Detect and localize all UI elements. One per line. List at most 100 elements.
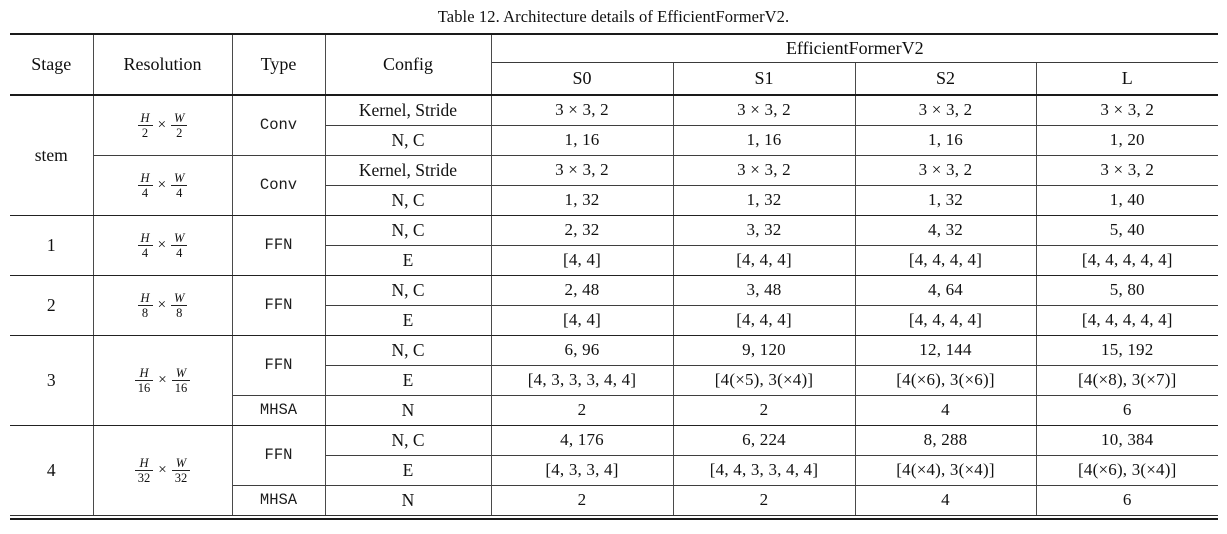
value-cell: [4(×8), 3(×7)]	[1035, 365, 1219, 396]
table-row: E [4, 4] [4, 4, 4] [4, 4, 4, 4] [4, 4, 4…	[10, 245, 1219, 276]
times-symbol: ×	[158, 371, 167, 388]
value-cell: [4(×6), 3(×4)]	[1035, 455, 1219, 486]
config-label: E	[324, 455, 492, 486]
table-row: MHSA N 2 2 4 6	[10, 395, 1219, 426]
times-symbol: ×	[157, 176, 167, 193]
value-cell: [4(×4), 3(×4)]	[854, 455, 1037, 486]
value-cell: 3 × 3, 2	[672, 155, 856, 186]
type-cell-mhsa: MHSA	[231, 485, 326, 516]
value-cell: 3 × 3, 2	[490, 95, 674, 126]
value-cell: 3 × 3, 2	[854, 95, 1037, 126]
type-cell-ffn: FFN	[231, 275, 326, 336]
value-cell: 1, 16	[672, 125, 856, 156]
variant-header-s2: S2	[854, 62, 1037, 96]
table-row: 3 H 16 × W 16 FFN N, C 6, 96 9, 120 12, 144 …	[10, 335, 1219, 426]
times-symbol: ×	[158, 461, 167, 478]
config-label: Kernel, Stride	[324, 95, 492, 126]
variant-header-s0: S0	[490, 62, 674, 96]
value-cell: [4, 4, 4]	[672, 305, 856, 336]
config-label: E	[324, 365, 492, 396]
value-cell: [4, 3, 3, 4]	[490, 455, 674, 486]
table-row: 4 H 32 × W 32 FFN N, C 4, 176 6, 224 8, 288 …	[10, 425, 1219, 516]
config-label: E	[324, 305, 492, 336]
value-cell: 1, 32	[854, 185, 1037, 216]
fraction: W 32	[171, 456, 191, 485]
type-cell-ffn: FFN	[231, 425, 326, 486]
stage-label-1: 1	[10, 215, 94, 276]
value-cell: [4, 4, 4, 4]	[854, 245, 1037, 276]
value-cell: 2	[672, 395, 856, 426]
value-cell: 3 × 3, 2	[1035, 95, 1219, 126]
config-label: E	[324, 245, 492, 276]
times-symbol: ×	[157, 236, 167, 253]
value-cell: 3 × 3, 2	[854, 155, 1037, 186]
value-cell: [4, 4, 4, 4, 4]	[1035, 305, 1219, 336]
stage-label-3: 3	[10, 335, 94, 426]
value-cell: 2	[672, 485, 856, 516]
value-cell: 6	[1035, 395, 1219, 426]
value-cell: 4	[854, 485, 1037, 516]
value-cell: 1, 16	[490, 125, 674, 156]
table-caption: Table 12. Architecture details of Effici…	[437, 7, 790, 26]
value-cell: [4, 4]	[490, 245, 674, 276]
type-cell-ffn: FFN	[231, 335, 326, 396]
value-cell: [4, 4, 4, 4, 4]	[1035, 245, 1219, 276]
table-bottom-rule	[10, 518, 1218, 521]
value-cell: 3 × 3, 2	[1035, 155, 1219, 186]
config-label: N, C	[324, 275, 492, 306]
table-row: 2 H 8 × W 8 FFN N, C 2, 48 3, 48 4, 64 5, 80	[10, 275, 1219, 336]
resolution-cell: H 16 × W 16	[92, 335, 233, 426]
value-cell: 2	[490, 395, 674, 426]
value-cell: 1, 16	[854, 125, 1037, 156]
table-container: Stage Resolution Type Config EfficientFo…	[10, 33, 1219, 521]
config-label: N, C	[324, 215, 492, 246]
col-header-type: Type	[231, 34, 326, 96]
resolution-cell: H 8 × W 8	[92, 275, 233, 336]
config-label: N, C	[324, 425, 492, 456]
fraction: H 32	[134, 456, 154, 485]
value-cell: 5, 40	[1035, 215, 1219, 246]
value-cell: 2, 32	[490, 215, 674, 246]
value-cell: 8, 288	[854, 425, 1037, 456]
stage-label-stem: stem	[10, 95, 94, 216]
stage-label-4: 4	[10, 425, 94, 516]
table-row: N, C 1, 16 1, 16 1, 16 1, 20	[10, 125, 1219, 156]
value-cell: 9, 120	[672, 335, 856, 366]
value-cell: 4, 64	[854, 275, 1037, 306]
config-label: N, C	[324, 335, 492, 366]
value-cell: 3 × 3, 2	[490, 155, 674, 186]
value-cell: 4, 32	[854, 215, 1037, 246]
value-cell: 2	[490, 485, 674, 516]
table-row: 1 H 4 × W 4 FFN N, C 2, 32 3, 32 4, 32 5, 40	[10, 215, 1219, 276]
value-cell: 10, 384	[1035, 425, 1219, 456]
times-symbol: ×	[157, 296, 167, 313]
config-label: N, C	[324, 185, 492, 216]
value-cell: [4, 4, 4]	[672, 245, 856, 276]
variant-header-s1: S1	[672, 62, 856, 96]
col-header-stage: Stage	[10, 34, 94, 96]
value-cell: 15, 192	[1035, 335, 1219, 366]
value-cell: 5, 80	[1035, 275, 1219, 306]
value-cell: 2, 48	[490, 275, 674, 306]
variant-header-l: L	[1035, 62, 1219, 96]
config-label: Kernel, Stride	[324, 155, 492, 186]
value-cell: 6, 224	[672, 425, 856, 456]
col-header-resolution: Resolution	[92, 34, 233, 96]
table-row: E [4, 4] [4, 4, 4] [4, 4, 4, 4] [4, 4, 4…	[10, 305, 1219, 336]
config-label: N	[324, 485, 492, 516]
value-cell: 1, 32	[490, 185, 674, 216]
resolution-cell: H 32 × W 32	[92, 425, 233, 516]
resolution-cell: H 2 × W 2	[92, 95, 233, 156]
config-label: N, C	[324, 125, 492, 156]
group-header-efficientformerv2: EfficientFormerV2	[490, 34, 1219, 63]
times-symbol: ×	[157, 116, 167, 133]
type-cell-mhsa: MHSA	[231, 395, 326, 426]
